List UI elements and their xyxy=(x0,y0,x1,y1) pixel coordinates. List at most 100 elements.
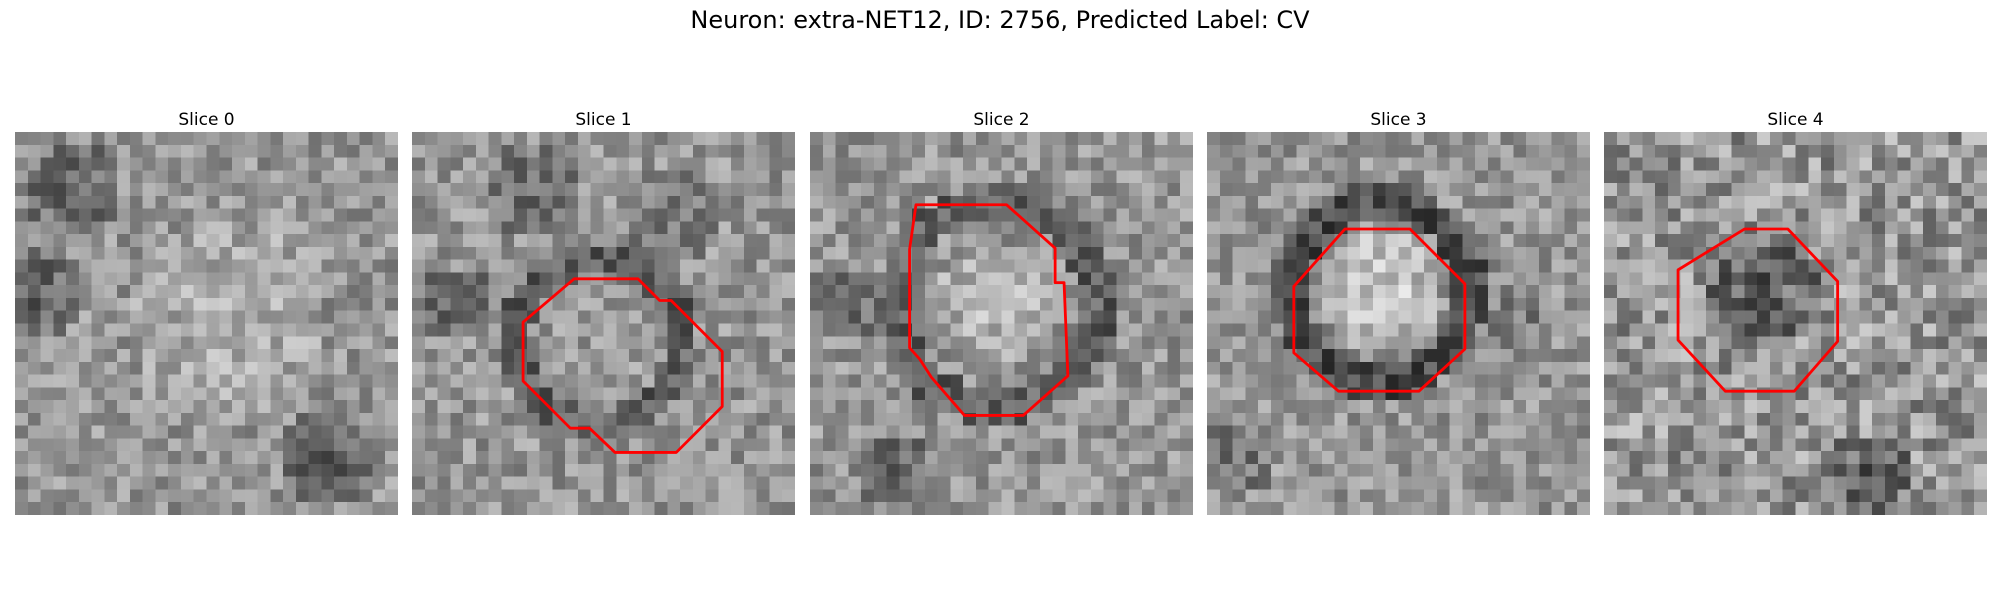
pixel-cell xyxy=(1935,221,1949,235)
pixel-cell xyxy=(963,132,977,146)
pixel-cell xyxy=(1769,157,1783,171)
pixel-cell xyxy=(782,285,795,299)
pixel-cell xyxy=(1795,438,1809,452)
pixel-cell xyxy=(1833,221,1847,235)
pixel-cell xyxy=(975,246,989,260)
pixel-cell xyxy=(1513,489,1527,503)
pixel-cell xyxy=(616,489,630,503)
pixel-cell xyxy=(1642,425,1656,439)
pixel-cell xyxy=(539,451,553,465)
slice-image-2 xyxy=(810,132,1193,515)
pixel-cell xyxy=(450,272,464,286)
pixel-cell xyxy=(488,463,502,477)
pixel-cell xyxy=(53,400,67,414)
pixel-cell xyxy=(1693,170,1707,184)
pixel-cell xyxy=(1846,297,1860,311)
pixel-cell xyxy=(822,170,836,184)
pixel-cell xyxy=(1897,451,1911,465)
pixel-cell xyxy=(27,246,41,260)
pixel-cell xyxy=(1693,234,1707,248)
pixel-cell xyxy=(385,234,398,248)
pixel-cell xyxy=(1500,361,1514,375)
pixel-cell xyxy=(1513,234,1527,248)
pixel-cell xyxy=(1808,425,1822,439)
pixel-cell xyxy=(1513,259,1527,273)
pixel-cell xyxy=(1706,502,1720,515)
pixel-cell xyxy=(1360,272,1374,286)
pixel-cell xyxy=(616,361,630,375)
pixel-cell xyxy=(1706,400,1720,414)
pixel-cell xyxy=(1846,412,1860,426)
pixel-cell xyxy=(1693,221,1707,235)
pixel-cell xyxy=(1411,234,1425,248)
pixel-cell xyxy=(641,208,655,222)
pixel-cell xyxy=(1782,234,1796,248)
pixel-cell xyxy=(629,183,643,197)
pixel-cell xyxy=(232,221,246,235)
pixel-cell xyxy=(1027,183,1041,197)
pixel-cell xyxy=(1731,425,1745,439)
pixel-cell xyxy=(603,349,617,363)
pixel-cell xyxy=(1551,349,1565,363)
pixel-cell xyxy=(1910,234,1924,248)
pixel-cell xyxy=(78,195,92,209)
pixel-cell xyxy=(1424,234,1438,248)
pixel-cell xyxy=(1258,234,1272,248)
pixel-cell xyxy=(1141,349,1155,363)
pixel-cell xyxy=(1706,438,1720,452)
pixel-cell xyxy=(450,285,464,299)
pixel-cell xyxy=(1795,234,1809,248)
pixel-cell xyxy=(1436,183,1450,197)
pixel-cell xyxy=(206,451,220,465)
pixel-cell xyxy=(873,132,887,146)
pixel-cell xyxy=(475,259,489,273)
pixel-cell xyxy=(424,361,438,375)
pixel-cell xyxy=(1935,310,1949,324)
pixel-cell xyxy=(616,387,630,401)
pixel-cell xyxy=(654,170,668,184)
pixel-cell xyxy=(232,234,246,248)
pixel-cell xyxy=(1411,476,1425,490)
pixel-cell xyxy=(1078,463,1092,477)
pixel-cell xyxy=(1372,463,1386,477)
pixel-cell xyxy=(514,323,528,337)
pixel-cell xyxy=(1706,336,1720,350)
pixel-cell xyxy=(244,400,258,414)
pixel-cell xyxy=(1808,234,1822,248)
pixel-cell xyxy=(27,400,41,414)
pixel-cell xyxy=(450,221,464,235)
pixel-cell xyxy=(1731,489,1745,503)
pixel-cell xyxy=(334,297,348,311)
pixel-cell xyxy=(372,374,386,388)
pixel-cell xyxy=(1923,400,1937,414)
pixel-cell xyxy=(488,451,502,465)
pixel-cell xyxy=(1309,463,1323,477)
pixel-cell xyxy=(1334,195,1348,209)
pixel-cell xyxy=(1629,412,1643,426)
pixel-cell xyxy=(385,195,398,209)
pixel-cell xyxy=(1372,438,1386,452)
pixel-cell xyxy=(1309,476,1323,490)
pixel-cell xyxy=(346,361,360,375)
pixel-cell xyxy=(1167,502,1181,515)
pixel-cell xyxy=(756,157,770,171)
pixel-cell xyxy=(1372,412,1386,426)
pixel-cell xyxy=(912,310,926,324)
pixel-cell xyxy=(1245,451,1259,465)
pixel-cell xyxy=(40,195,54,209)
pixel-cell xyxy=(385,400,398,414)
pixel-cell xyxy=(346,221,360,235)
pixel-cell xyxy=(924,208,938,222)
pixel-cell xyxy=(78,246,92,260)
pixel-cell xyxy=(244,132,258,146)
pixel-cell xyxy=(1475,425,1489,439)
slice-image-1 xyxy=(412,132,795,515)
pixel-cell xyxy=(257,285,271,299)
pixel-cell xyxy=(1897,336,1911,350)
pixel-cell xyxy=(680,451,694,465)
pixel-cell xyxy=(590,400,604,414)
pixel-cell xyxy=(463,374,477,388)
pixel-cell xyxy=(1296,323,1310,337)
pixel-cell xyxy=(565,400,579,414)
pixel-cell xyxy=(886,183,900,197)
